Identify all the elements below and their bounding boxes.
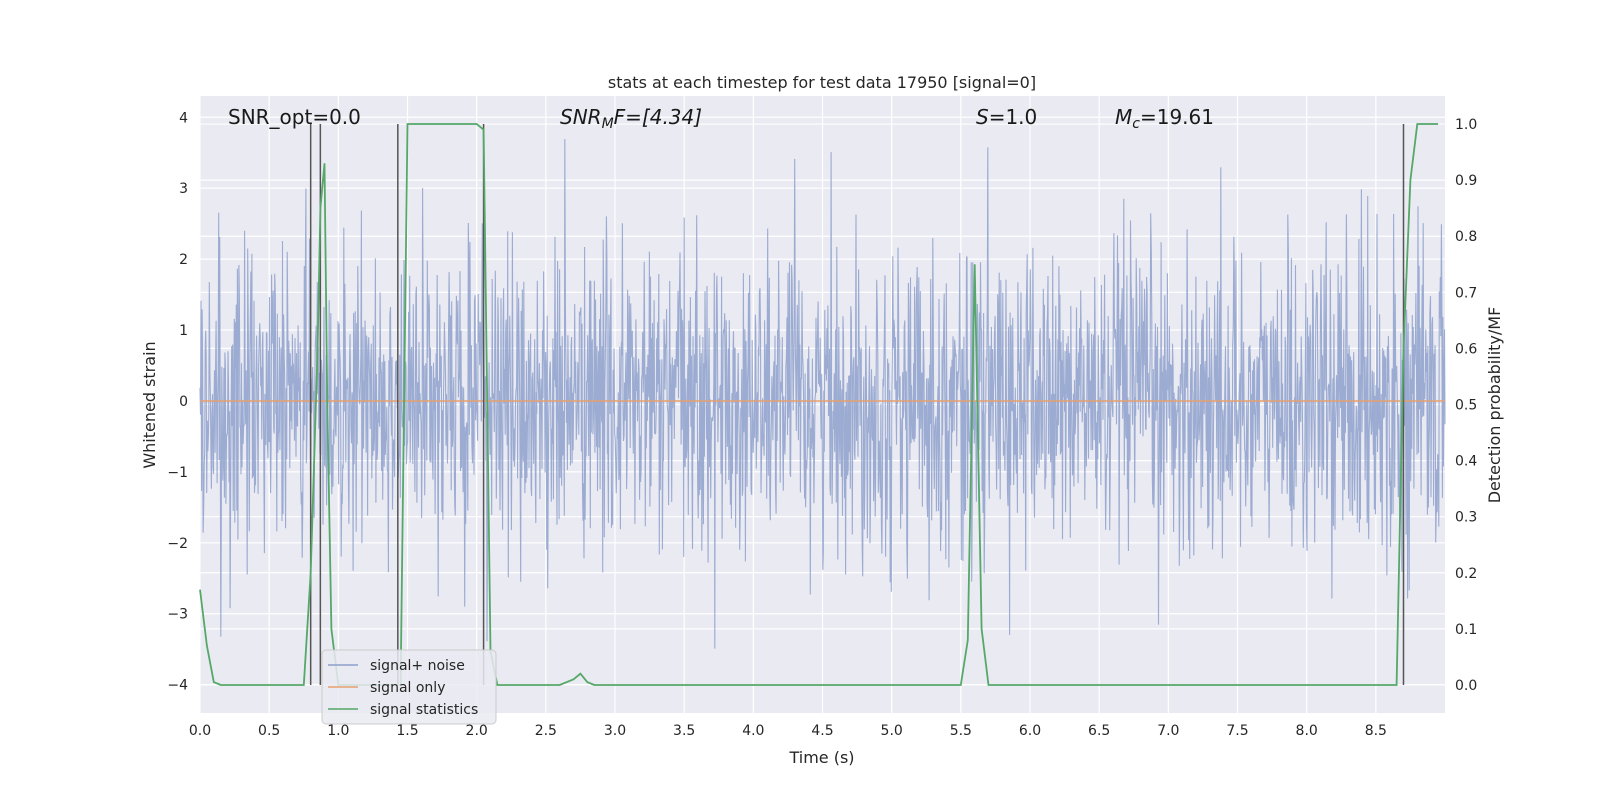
x-tick-label: 3.5 xyxy=(673,723,695,739)
annotation-snr-mf: SNRMF=[4.34] xyxy=(560,105,702,132)
x-tick-label: 2.0 xyxy=(466,723,488,739)
mc-base: M xyxy=(1115,105,1132,129)
y2-tick-label: 0.3 xyxy=(1455,510,1477,526)
y-tick-label: 1 xyxy=(179,323,188,339)
y2-tick-label: 0.1 xyxy=(1455,622,1477,638)
mc-value: =19.61 xyxy=(1140,105,1214,129)
snr-mf-rest: F=[4.34] xyxy=(614,105,702,129)
s-value: =1.0 xyxy=(989,105,1038,129)
legend-label-statistics: signal statistics xyxy=(370,702,478,718)
statistics-line xyxy=(199,123,1439,686)
y2-tick-label: 0.4 xyxy=(1455,454,1477,470)
annotation-mc: Mc=19.61 xyxy=(1115,105,1214,132)
y2-tick-label: 0.5 xyxy=(1455,398,1477,414)
y2-axis-label: Detection probability/MF xyxy=(1485,307,1504,504)
x-tick-label: 3.0 xyxy=(604,723,626,739)
y2-tick-label: 0.2 xyxy=(1455,566,1477,582)
x-tick-label: 0.5 xyxy=(258,723,280,739)
chart-title: stats at each timestep for test data 179… xyxy=(608,73,1036,92)
y2-tick-label: 1.0 xyxy=(1455,117,1477,133)
legend-label-noise: signal+ noise xyxy=(370,658,465,674)
x-ticks: 0.0 0.5 1.0 1.5 2.0 2.5 3.0 3.5 4.0 4.5 5.0 5.5 6.0 6… xyxy=(189,723,1387,739)
y-axis-label: Whitened strain xyxy=(140,341,159,468)
noise-line xyxy=(199,139,1446,649)
snr-mf-sub: M xyxy=(602,116,614,132)
x-tick-label: 5.0 xyxy=(881,723,903,739)
y-tick-label: −4 xyxy=(167,678,188,694)
annotation-snr-opt: SNR_opt=0.0 xyxy=(228,105,361,129)
y-ticks: −4 −3 −2 −1 0 1 2 3 4 xyxy=(167,110,188,693)
x-tick-label: 8.0 xyxy=(1296,723,1318,739)
y-tick-label: −3 xyxy=(167,607,188,623)
x-tick-label: 8.5 xyxy=(1365,723,1387,739)
y2-tick-label: 0.7 xyxy=(1455,285,1477,301)
y2-tick-label: 0.6 xyxy=(1455,341,1477,357)
x-tick-label: 6.5 xyxy=(1088,723,1110,739)
x-tick-label: 6.0 xyxy=(1019,723,1041,739)
x-axis-label: Time (s) xyxy=(788,748,854,767)
x-tick-label: 5.5 xyxy=(950,723,972,739)
snr-mf-base: SNR xyxy=(560,105,602,129)
x-tick-label: 2.5 xyxy=(535,723,557,739)
x-tick-label: 1.0 xyxy=(327,723,349,739)
x-tick-label: 4.5 xyxy=(811,723,833,739)
x-tick-label: 7.5 xyxy=(1226,723,1248,739)
s-label: S xyxy=(976,105,989,129)
signal-statistics-series xyxy=(199,123,1439,686)
y-tick-label: −2 xyxy=(167,536,188,552)
y-tick-label: 2 xyxy=(179,252,188,268)
y-tick-label: 3 xyxy=(179,181,188,197)
legend: signal+ noise signal only signal statist… xyxy=(321,649,497,725)
legend-label-signal-only: signal only xyxy=(370,680,445,696)
signal-noise-series xyxy=(199,139,1446,649)
y-tick-label: 4 xyxy=(179,110,188,126)
x-tick-label: 7.0 xyxy=(1157,723,1179,739)
y2-tick-label: 0.8 xyxy=(1455,229,1477,245)
y-tick-label: −1 xyxy=(167,465,188,481)
y-tick-label: 0 xyxy=(179,394,188,410)
y2-tick-label: 0.9 xyxy=(1455,173,1477,189)
annotation-s: S=1.0 xyxy=(976,105,1037,129)
y2-ticks: 0.0 0.1 0.2 0.3 0.4 0.5 0.6 0.7 0.8 0.9 1.0 xyxy=(1455,117,1477,694)
x-tick-label: 1.5 xyxy=(396,723,418,739)
legend-box xyxy=(321,649,497,725)
x-tick-label: 0.0 xyxy=(189,723,211,739)
mc-sub: c xyxy=(1132,116,1140,132)
y2-tick-label: 0.0 xyxy=(1455,678,1477,694)
x-tick-label: 4.0 xyxy=(742,723,764,739)
